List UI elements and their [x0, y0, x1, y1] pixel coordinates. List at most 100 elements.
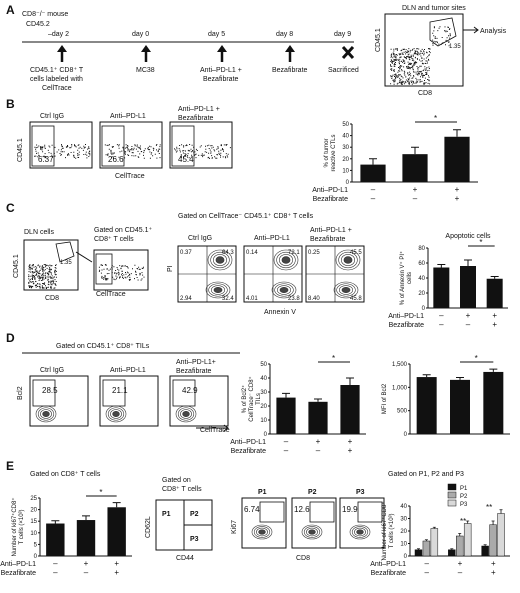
dln-label: DLN cells — [24, 229, 54, 236]
panel-label-c: C — [6, 201, 15, 215]
contour-ring-1 — [177, 407, 195, 421]
flow-plot-a — [384, 13, 464, 87]
y-tick-label: 10 — [30, 531, 37, 537]
contour-ring-2 — [306, 527, 318, 537]
row-sign-beza: – — [371, 194, 376, 203]
flow-y-c: CD45.1 — [13, 254, 20, 278]
contour-ring-2 — [40, 409, 52, 419]
bar — [481, 545, 489, 557]
contour-ring-1 — [336, 283, 356, 297]
celltrace-arrow-icon — [196, 424, 229, 432]
y-tick-label: 40 — [342, 134, 349, 140]
y-axis-label: MFI of Bcl2 — [382, 383, 388, 414]
flow-frame — [169, 375, 229, 427]
flow-dots — [34, 144, 91, 159]
bar-chart-b: 01020304050Anti–PD-L1Bezafibrate––+–++*%… — [312, 114, 478, 203]
error-bar — [489, 368, 498, 372]
flow-row-b: Ctrl IgG 6.37 Anti–PD-L1 26.6 Anti–PD-L1 + Be… — [29, 106, 233, 169]
y-tick-label: 40 — [400, 504, 407, 510]
contour-ring-2 — [338, 285, 354, 295]
flow-title-a: DLN and tumor sites — [402, 5, 466, 12]
row-label-anti: Anti–PD-L1 — [0, 561, 36, 568]
flow-row-c: DLN cells 1.35 CD45.1 CD8 Gated on CD45.1⁺ CD… — [13, 213, 365, 316]
flow-gate — [101, 125, 125, 167]
contour-ring-1 — [107, 407, 125, 421]
bar — [444, 136, 470, 182]
flow-x-b: CellTrace — [115, 173, 145, 180]
row-sign-beza: – — [458, 568, 463, 577]
timeline-arrowhead-icon — [285, 45, 295, 52]
row-sign-anti: – — [371, 185, 376, 194]
flow-frame — [99, 375, 159, 427]
timeline-day: day 5 — [208, 31, 225, 38]
row-sign-anti: + — [458, 559, 463, 568]
panel-label-d: D — [6, 331, 15, 345]
contour-ring-1 — [338, 251, 358, 269]
flow-dots-gate — [432, 26, 451, 47]
row-sign-anti: + — [84, 559, 89, 568]
flow-pct: 19.9 — [342, 505, 358, 514]
row-sign-beza: – — [284, 446, 289, 455]
contour-ring-1 — [274, 283, 294, 297]
analysis-label: Analysis — [480, 28, 507, 35]
y-tick-label: 1,500 — [392, 362, 408, 368]
quad-p3: P3 — [190, 536, 199, 543]
timeline-arrowhead-icon — [57, 45, 67, 52]
contour-ring-1 — [276, 251, 296, 269]
row-sign-anti: – — [53, 559, 58, 568]
contour-ring-1 — [37, 407, 55, 421]
y-tick-label: 60 — [418, 261, 425, 267]
contour-ring-2 — [212, 254, 228, 266]
y-axis-label: Number of ki67⁺CD8⁺T cells (×10³) — [381, 501, 395, 560]
bar — [463, 523, 472, 557]
y-tick-label: 15 — [30, 519, 37, 525]
flow-gate — [309, 501, 335, 523]
y-tick-label: 1,000 — [392, 385, 408, 391]
flow-frame — [169, 121, 233, 169]
flow-dots — [98, 264, 145, 281]
timeline-day: day 9 — [334, 31, 351, 38]
y-axis-label: % of Bcl2⁺CellTrace⁻ CD8⁺TILs — [241, 376, 262, 421]
timeline-cross-icon — [341, 45, 355, 60]
quad-value: 2.94 — [180, 296, 192, 302]
contour-ring-3 — [42, 410, 50, 418]
ki-x: CD8 — [296, 555, 310, 562]
y-tick-label: 0 — [34, 554, 38, 560]
y-tick-label: 20 — [342, 157, 349, 163]
bar — [416, 377, 437, 434]
quad-value: 8.40 — [308, 296, 320, 302]
gated-label-e-right: Gated on P1, P2 and P3 — [388, 471, 464, 478]
bar-chart-d1: 01020304050Anti–PD-L1Bezafibrate––+–++*%… — [230, 354, 366, 455]
error-bar — [424, 539, 428, 541]
y-tick-label: 10 — [400, 542, 407, 548]
contour-ring-3 — [341, 286, 351, 294]
error-bar — [416, 548, 420, 550]
error-bar — [437, 264, 446, 268]
y-tick-label: 0 — [264, 432, 268, 438]
flow-frame — [99, 121, 163, 169]
quad-value: 0.25 — [308, 250, 320, 256]
contour-ring-0 — [205, 281, 231, 299]
legend-label: P2 — [460, 494, 468, 500]
contour-ring-0 — [207, 249, 233, 271]
flow-row-e: Ki67 CD8 P1 6.74 P2 12.6 P3 19.9 — [231, 489, 385, 562]
y-tick-label: 0 — [422, 306, 426, 312]
error-bar — [499, 509, 503, 514]
contour-ring-2 — [180, 409, 192, 419]
contour-ring-2 — [210, 285, 226, 295]
row-sign-beza: – — [424, 568, 429, 577]
flow-pct: 1.35 — [60, 260, 72, 266]
bar — [433, 267, 450, 308]
y-axis-label: % of Annexin V⁺ PI⁺cells — [399, 251, 413, 305]
error-bar — [51, 520, 60, 524]
row-sign-beza: – — [84, 568, 89, 577]
flow-group-label: Ctrl IgG — [188, 235, 212, 242]
quad-value: 45.8 — [350, 296, 362, 302]
y-tick-label: 80 — [418, 246, 425, 252]
contour-ring-3 — [215, 256, 225, 264]
bar — [76, 520, 96, 556]
quad-p2: P2 — [190, 511, 199, 518]
y-tick-label: 0 — [346, 180, 350, 186]
error-bar — [411, 146, 419, 155]
